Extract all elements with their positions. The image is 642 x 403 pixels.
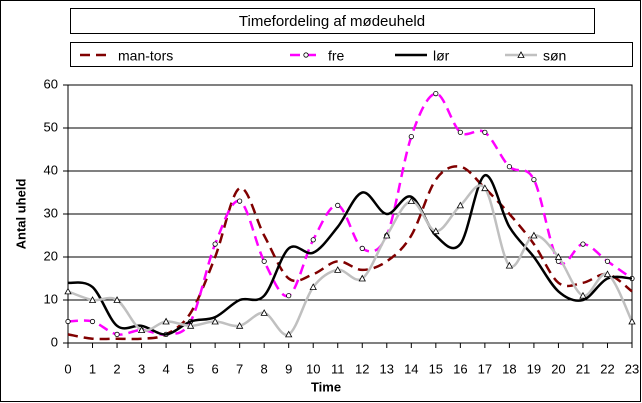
x-tick-label: 1 [89,361,96,376]
marker [554,253,563,260]
marker [579,291,587,299]
marker [303,52,309,58]
marker [457,129,463,135]
marker [310,237,316,243]
marker [335,202,341,208]
x-tick-label: 14 [404,361,418,376]
marker [260,309,268,316]
series-line [67,174,633,336]
marker [505,261,514,269]
marker [285,330,293,338]
x-tick-label: 10 [306,361,320,376]
x-axis-label: Time [311,379,341,394]
marker [334,266,342,273]
marker [88,296,97,303]
marker [137,326,146,333]
marker [235,321,244,329]
x-tick-label: 8 [261,361,268,376]
marker [64,287,72,295]
marker [359,245,365,251]
marker [358,274,366,282]
x-tick-label: 17 [478,361,492,376]
y-tick-label: 50 [44,119,58,134]
marker [261,258,267,264]
marker [517,51,525,58]
marker [162,317,170,325]
marker [456,201,465,209]
legend-label: man-tors [118,48,173,64]
marker [530,231,538,239]
x-tick-label: 20 [551,361,565,376]
legend-label: fre [328,48,345,64]
marker [481,184,489,192]
plot-frame [67,84,633,344]
marker [433,91,439,97]
y-tick-label: 30 [44,205,58,220]
x-tick-label: 19 [527,361,541,376]
marker [506,164,512,170]
x-tick-label: 13 [380,361,394,376]
y-tick-label: 40 [44,162,58,177]
x-tick-label: 22 [600,361,614,376]
marker [580,241,586,247]
marker [383,231,391,239]
marker [237,198,243,204]
y-tick-label: 10 [44,291,58,306]
marker [531,177,537,183]
legend-box [70,42,633,67]
marker [114,331,120,337]
x-tick-label: 4 [162,361,169,376]
y-tick-label: 60 [44,76,58,91]
marker [89,318,96,325]
x-tick-label: 11 [331,361,345,376]
marker [408,134,414,140]
marker [604,258,611,264]
x-tick-label: 7 [236,361,243,376]
x-tick-label: 0 [64,361,71,376]
marker [65,318,71,325]
marker [286,293,292,299]
marker [113,296,121,303]
x-tick-label: 21 [576,361,590,376]
marker [211,317,219,325]
x-tick-label: 15 [429,361,443,376]
y-tick-label: 0 [51,334,58,349]
marker [407,197,415,204]
marker [603,270,612,278]
marker [212,241,218,247]
marker [186,321,195,329]
x-tick-label: 2 [113,361,120,376]
marker [482,129,488,135]
x-tick-label: 18 [502,361,516,376]
chart-title: Timefordeling af mødeuheld [239,13,425,30]
x-tick-label: 3 [138,361,145,376]
y-tick-label: 20 [44,248,58,263]
x-tick-label: 6 [212,361,219,376]
x-tick-label: 12 [355,361,369,376]
x-tick-label: 9 [285,361,292,376]
x-tick-label: 16 [453,361,467,376]
y-axis-label: Antal uheld [13,179,28,250]
marker [309,283,317,290]
marker [628,317,636,325]
marker [432,227,440,235]
legend-label: søn [543,48,566,64]
x-tick-label: 23 [625,361,639,376]
legend-label: lør [433,48,450,64]
x-tick-label: 5 [187,361,194,376]
title-box [70,8,595,34]
